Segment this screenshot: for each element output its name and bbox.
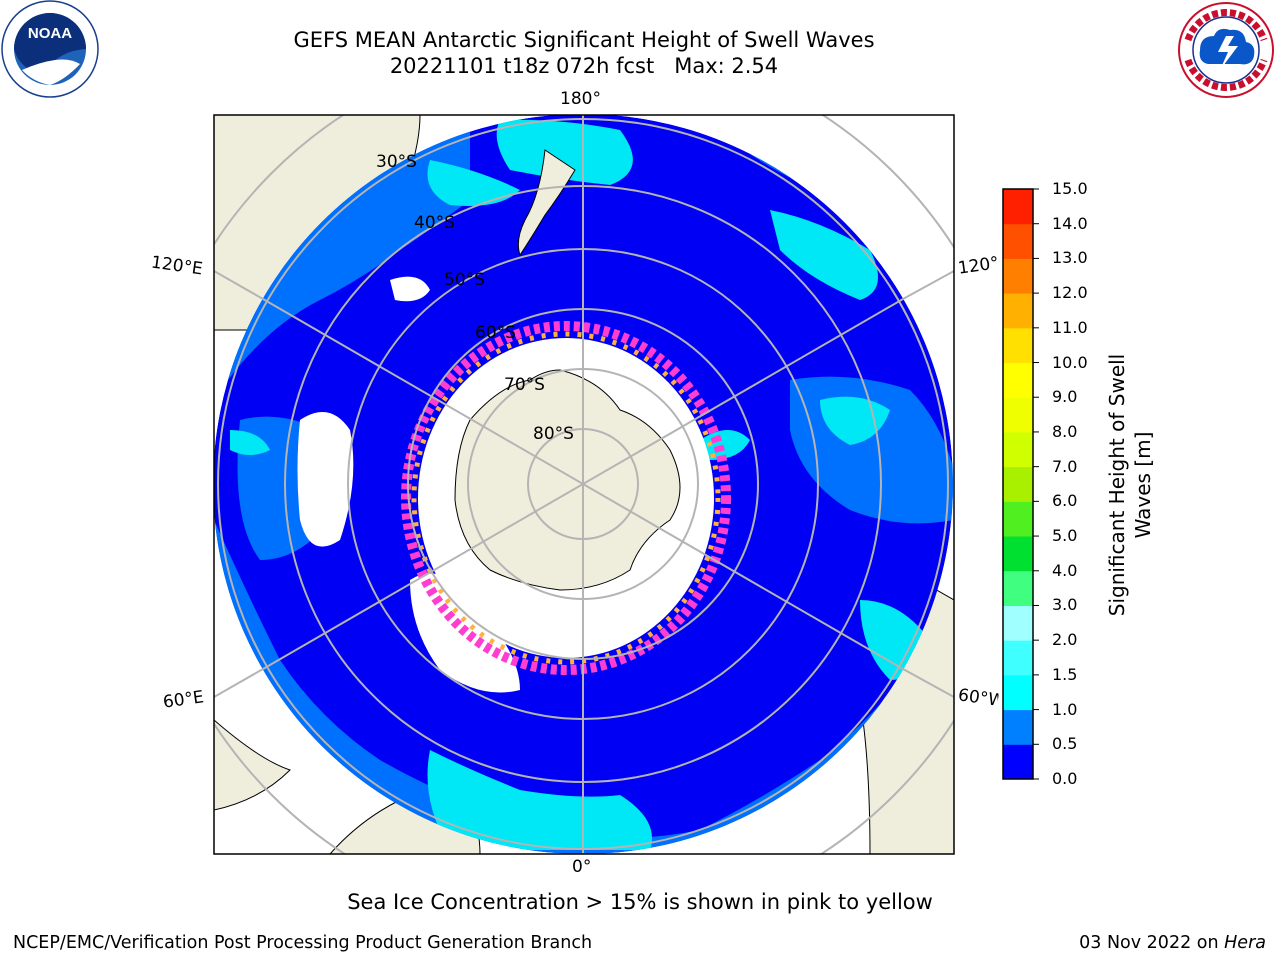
lon-label-180: 180° xyxy=(560,89,601,109)
colorbar-swatch xyxy=(1003,709,1033,745)
colorbar-swatch xyxy=(1003,189,1033,225)
colorbar-tick-label: 4.0 xyxy=(1052,560,1078,580)
new-zealand-land xyxy=(517,149,576,257)
lat-label-70s: 70°S xyxy=(504,375,545,395)
colorbar-tick-label: 14.0 xyxy=(1052,213,1088,233)
lat-label-30s: 30°S xyxy=(376,152,417,172)
graticule xyxy=(217,115,949,854)
colorbar-swatch xyxy=(1003,466,1033,502)
colorbar-swatch xyxy=(1003,362,1033,398)
colorbar-swatch xyxy=(1003,640,1033,676)
colorbar-tick-label: 12.0 xyxy=(1052,283,1088,303)
colorbar-tick-label: 7.0 xyxy=(1052,456,1078,476)
sea-ice-note: Sea Ice Concentration > 15% is shown in … xyxy=(347,890,933,914)
footer-credit: NCEP/EMC/Verification Post Processing Pr… xyxy=(13,933,593,953)
colorbar-tick-label: 10.0 xyxy=(1052,352,1088,372)
lat-label-50s: 50°S xyxy=(444,270,485,290)
antarctica-land xyxy=(454,369,681,591)
footer-date: 03 Nov 2022 on Hera xyxy=(1079,933,1266,953)
colorbar-tick-label: 11.0 xyxy=(1052,317,1088,337)
chart-subtitle: 20221101 t18z 072h fcst Max: 2.54 xyxy=(389,54,779,78)
colorbar-tick-label: 8.0 xyxy=(1052,421,1078,441)
lat-label-80s: 80°S xyxy=(533,424,574,444)
colorbar-tick-label: 2.0 xyxy=(1052,630,1078,650)
colorbar-title-line2: Waves [m] xyxy=(1131,431,1155,539)
colorbar-tick-label: 1.5 xyxy=(1052,664,1078,684)
colorbar-swatch xyxy=(1003,536,1033,572)
colorbar-swatch xyxy=(1003,223,1033,259)
noaa-logo: NOAA xyxy=(1,0,99,98)
nws-logo xyxy=(1178,2,1274,98)
noaa-logo-text: NOAA xyxy=(28,25,72,42)
colorbar-tick-label: 13.0 xyxy=(1052,248,1088,268)
colorbar-tick-label: 6.0 xyxy=(1052,491,1078,511)
footer-host: Hera xyxy=(1224,933,1266,953)
colorbar-tick-label: 0.0 xyxy=(1052,769,1078,788)
colorbar-tick-label: 9.0 xyxy=(1052,387,1078,407)
lat-label-40s: 40°S xyxy=(414,213,455,233)
lon-label-0: 0° xyxy=(572,857,592,877)
colorbar-swatch xyxy=(1003,570,1033,606)
colorbar-swatch xyxy=(1003,397,1033,433)
chart-title: GEFS MEAN Antarctic Significant Height o… xyxy=(293,28,875,52)
colorbar-swatch xyxy=(1003,293,1033,329)
outer-graticule xyxy=(214,115,954,854)
colorbar-swatch xyxy=(1003,744,1033,780)
colorbar-tick-label: 1.0 xyxy=(1052,699,1078,719)
colorbar-swatch xyxy=(1003,674,1033,711)
lat-label-60s: 60°S xyxy=(475,323,516,343)
colorbar-swatch xyxy=(1003,501,1033,537)
colorbar-tick-label: 5.0 xyxy=(1052,526,1078,546)
map-frame xyxy=(213,114,955,855)
colorbar-tick-label: 15.0 xyxy=(1052,179,1088,198)
colorbar-swatch xyxy=(1003,431,1033,468)
colorbar-swatch xyxy=(1003,258,1033,294)
swell-1p5m-band xyxy=(230,119,930,850)
colorbar-swatch xyxy=(1003,605,1033,641)
colorbar-swatch xyxy=(1003,327,1033,364)
footer-date-text: 03 Nov 2022 on xyxy=(1079,933,1225,953)
colorbar-tick-label: 0.5 xyxy=(1052,734,1078,754)
colorbar-title-line1: Significant Height of Swell xyxy=(1105,353,1129,617)
colorbar-tick-label: 3.0 xyxy=(1052,595,1078,615)
